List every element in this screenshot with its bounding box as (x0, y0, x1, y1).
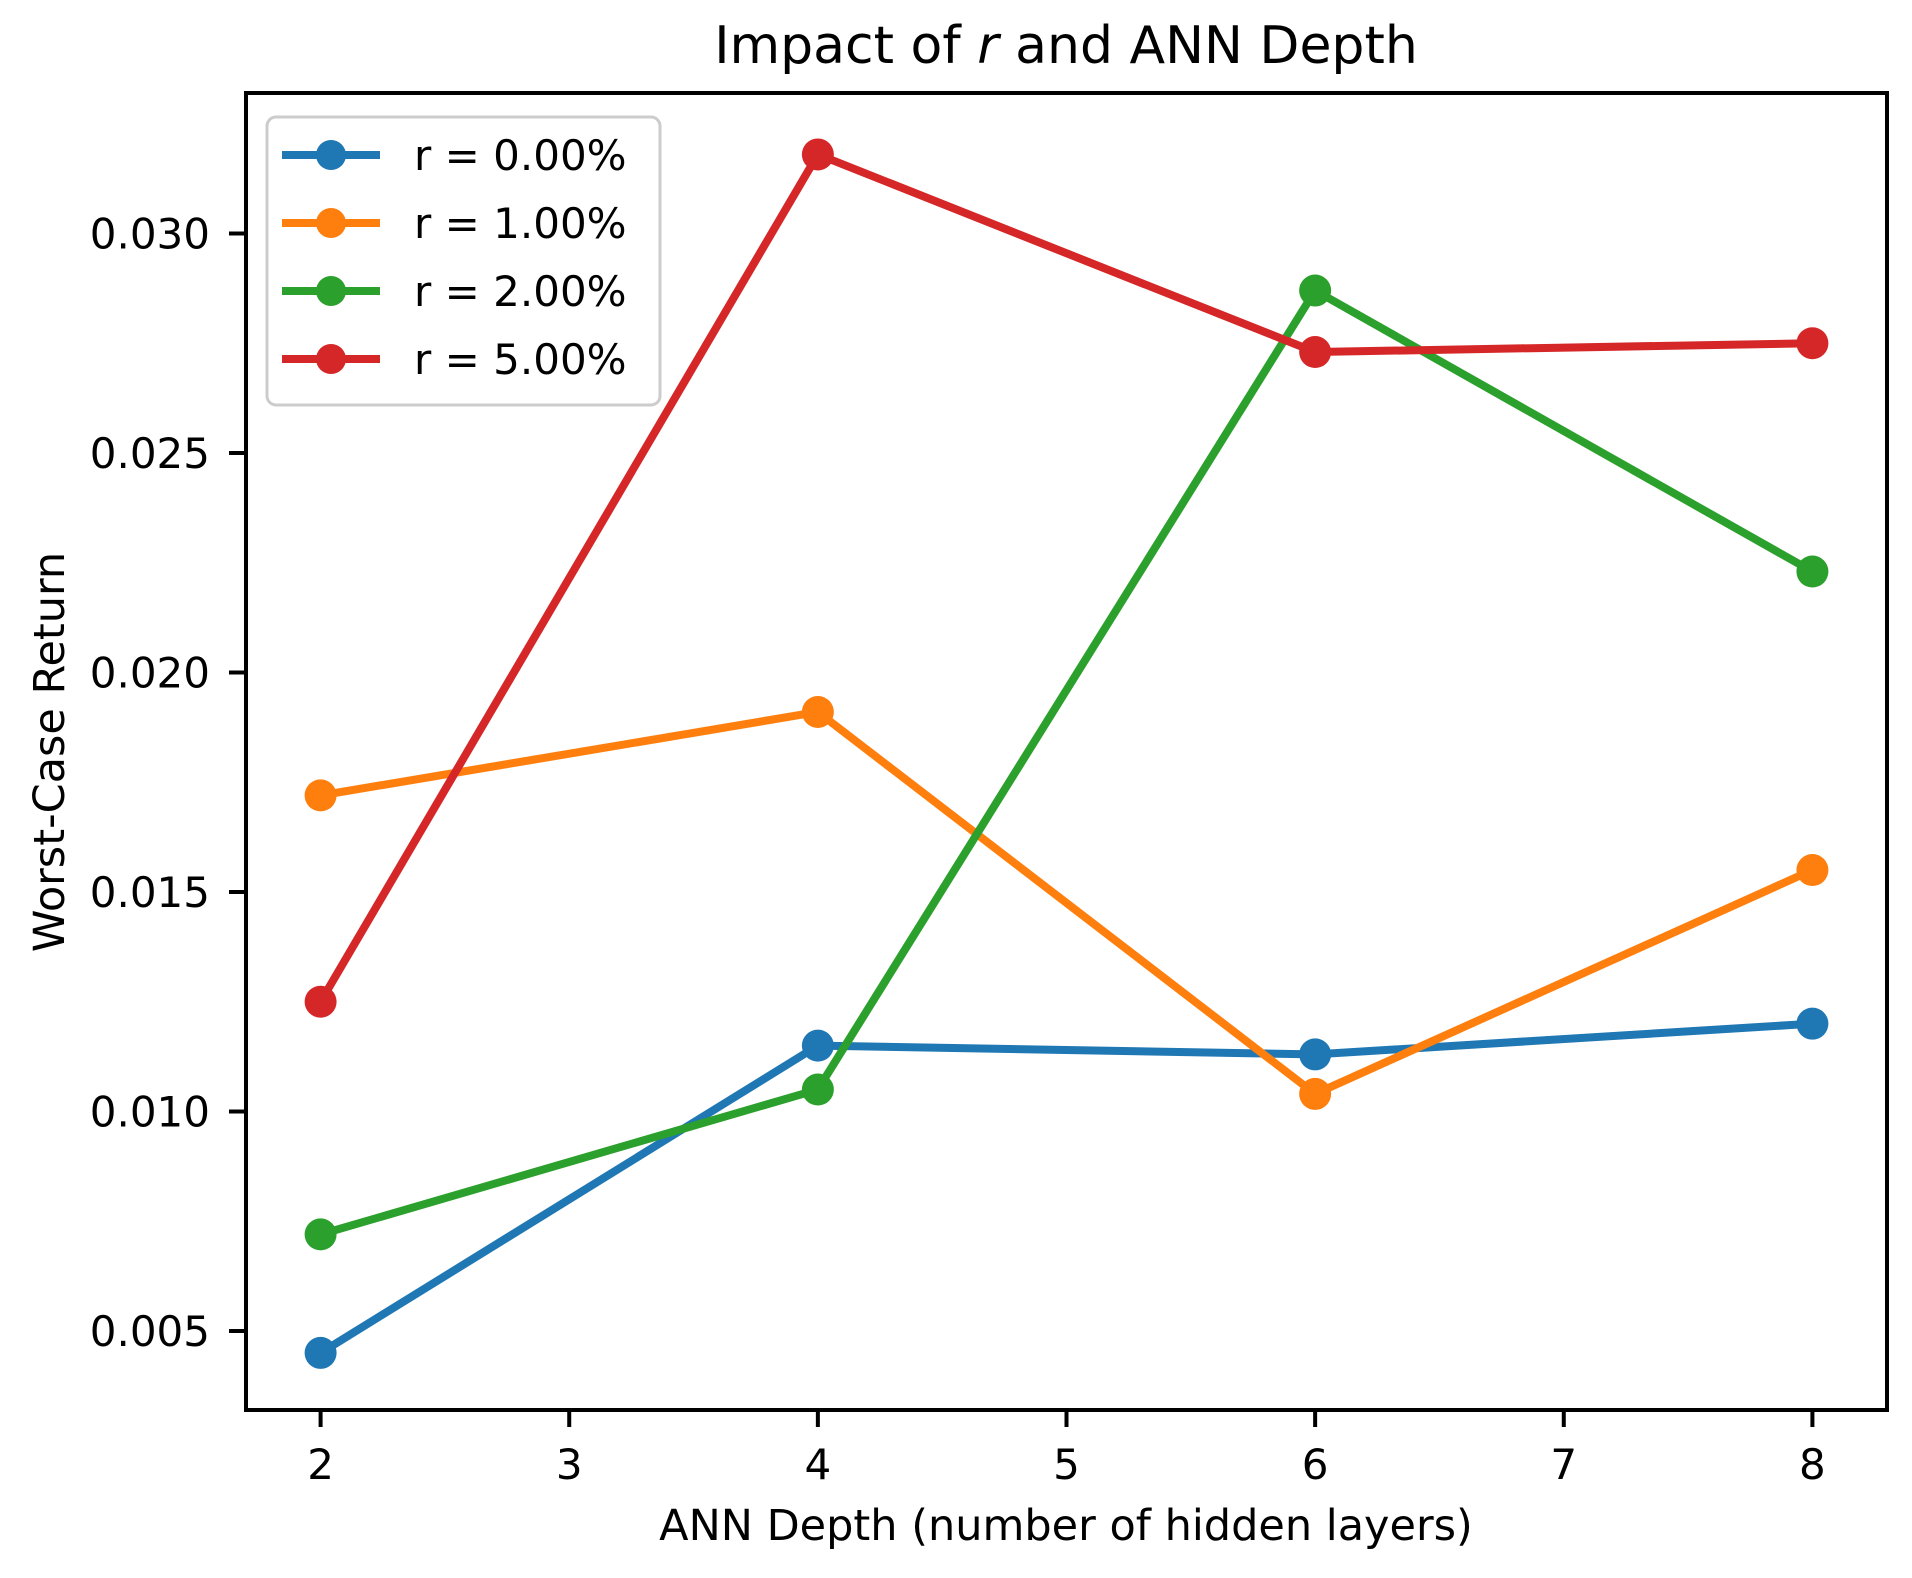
data-point-marker (1299, 1038, 1332, 1071)
series-line (318, 1019, 1813, 1357)
series-line (317, 150, 1813, 1004)
x-axis-label: ANN Depth (number of hidden layers) (659, 1501, 1473, 1551)
legend-label: r = 0.00% (414, 131, 627, 180)
data-point-marker (304, 779, 337, 812)
data-point-marker (304, 1336, 337, 1369)
x-tick-label: 4 (804, 1440, 831, 1489)
data-point-marker (1796, 327, 1829, 360)
data-point-marker (304, 1218, 337, 1251)
legend-sample-marker (316, 140, 346, 170)
data-point-marker (1299, 1077, 1332, 1110)
y-tick-label: 0.015 (90, 868, 210, 917)
series-line (319, 707, 1815, 1098)
chart-title-italic-r: r (977, 16, 1002, 76)
x-tick-label: 5 (1053, 1440, 1080, 1489)
data-point-marker (1796, 555, 1829, 588)
chart-title-part: Impact of (714, 16, 977, 76)
legend-sample-marker (316, 344, 346, 374)
data-point-marker (801, 1073, 834, 1106)
y-tick-label: 0.005 (90, 1307, 210, 1356)
legend-sample-marker (316, 276, 346, 306)
plot-area: 2 3 4 5 6 7 8 0.005 0.010 0.015 0.020 0.025 0.030 r =… (90, 91, 1889, 1489)
legend-label: r = 1.00% (414, 199, 627, 248)
data-point-marker (801, 695, 834, 728)
y-axis-label: Worst-Case Return (25, 552, 75, 952)
legend-label: r = 5.00% (414, 335, 627, 384)
x-tick-label: 2 (307, 1440, 334, 1489)
x-tick-label: 3 (556, 1440, 583, 1489)
x-tick-label: 6 (1302, 1440, 1329, 1489)
legend-box (265, 115, 662, 407)
data-point-marker (801, 138, 834, 171)
y-tick-label: 0.010 (90, 1087, 210, 1136)
chart-title: Impact of r and ANN Depth (714, 16, 1418, 76)
chart-title-part: and ANN Depth (999, 16, 1418, 76)
data-point-marker (1299, 336, 1332, 369)
y-tick-label: 0.025 (90, 429, 210, 478)
axes-spines (244, 91, 1889, 1412)
series-line (319, 286, 1815, 1239)
data-point-marker (801, 1029, 834, 1062)
y-tick-label: 0.020 (90, 648, 210, 697)
legend-label: r = 2.00% (414, 267, 627, 316)
data-point-marker (1796, 1007, 1829, 1040)
x-tick-label: 7 (1550, 1440, 1577, 1489)
data-point-marker (1299, 274, 1332, 307)
x-tick-label: 8 (1799, 1440, 1826, 1489)
legend-sample-marker (316, 208, 346, 238)
y-tick-label: 0.030 (90, 209, 210, 258)
data-point-marker (1796, 854, 1829, 887)
data-point-marker (304, 985, 337, 1018)
